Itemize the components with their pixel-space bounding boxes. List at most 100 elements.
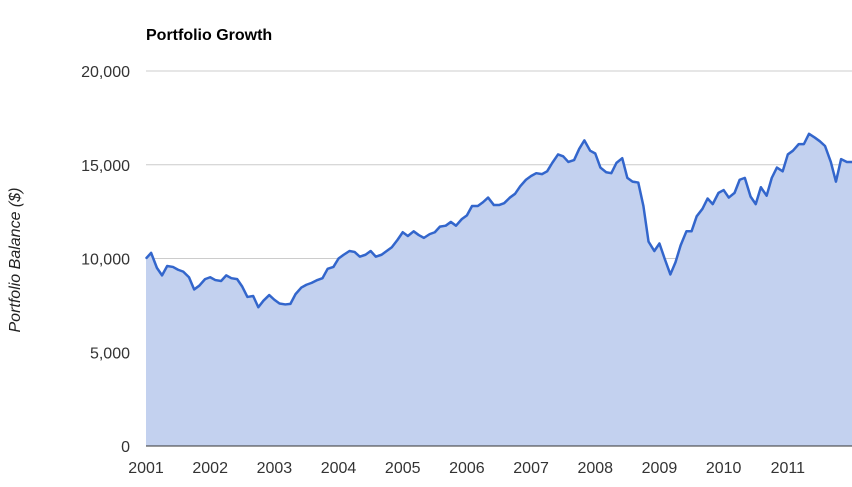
data-point xyxy=(594,152,596,155)
data-point xyxy=(519,185,521,187)
data-point xyxy=(413,230,415,232)
data-point xyxy=(268,294,270,296)
data-point xyxy=(204,278,206,280)
data-point xyxy=(198,285,200,287)
data-point xyxy=(407,235,409,237)
data-point xyxy=(503,202,505,204)
data-point xyxy=(172,266,174,268)
data-point xyxy=(418,234,420,236)
x-tick-label: 2003 xyxy=(257,460,293,477)
data-point xyxy=(429,233,431,235)
data-point xyxy=(327,268,329,270)
y-tick-label: 0 xyxy=(121,439,130,456)
data-point xyxy=(696,215,698,217)
x-tick-label: 2006 xyxy=(449,460,485,477)
data-point xyxy=(300,286,302,289)
data-point xyxy=(386,250,388,252)
data-point xyxy=(573,159,575,161)
data-point xyxy=(653,250,655,252)
data-point xyxy=(391,246,393,248)
data-point xyxy=(246,296,249,298)
data-point xyxy=(546,170,548,172)
data-point xyxy=(380,254,383,256)
data-point xyxy=(370,250,372,252)
data-point xyxy=(605,171,607,173)
data-point xyxy=(310,282,313,284)
data-point xyxy=(166,265,168,267)
data-point xyxy=(766,195,768,197)
data-point xyxy=(450,221,452,223)
data-point xyxy=(803,143,805,145)
data-point xyxy=(835,181,837,183)
data-point xyxy=(535,172,537,174)
data-point xyxy=(353,251,356,253)
data-point xyxy=(493,204,495,206)
data-point xyxy=(599,166,602,169)
data-point xyxy=(145,257,147,260)
data-point xyxy=(455,225,457,227)
data-point xyxy=(509,196,511,199)
data-point xyxy=(782,170,784,172)
data-point xyxy=(487,196,489,199)
data-point xyxy=(241,286,243,288)
data-point xyxy=(321,277,324,279)
data-point xyxy=(337,257,340,260)
data-point xyxy=(680,244,682,246)
data-point xyxy=(562,155,564,157)
data-point xyxy=(776,166,778,169)
data-point xyxy=(637,181,639,184)
data-point xyxy=(525,179,527,181)
data-point xyxy=(364,254,367,256)
data-point xyxy=(642,205,645,207)
data-point xyxy=(236,278,238,280)
data-point xyxy=(273,299,275,301)
data-point xyxy=(182,271,184,273)
x-tick-label: 2005 xyxy=(385,460,421,477)
y-axis-ticks: 0 5,000 10,000 15,000 20,000 xyxy=(81,64,130,456)
data-point xyxy=(723,189,725,191)
x-axis-ticks: 2001 2002 2003 2004 2005 2006 2007 2008 2009 2010… xyxy=(128,460,805,477)
x-tick-label: 2004 xyxy=(321,460,357,477)
data-point xyxy=(498,204,500,206)
y-tick-label: 10,000 xyxy=(81,252,130,269)
chart-title: Portfolio Growth xyxy=(146,27,272,44)
data-point xyxy=(589,150,591,152)
data-point xyxy=(674,261,677,263)
data-point xyxy=(289,303,292,305)
data-point xyxy=(798,143,800,145)
data-point xyxy=(685,230,688,232)
data-point xyxy=(461,218,463,220)
data-point xyxy=(760,186,762,188)
data-point xyxy=(706,197,709,200)
data-point xyxy=(567,161,569,163)
data-point xyxy=(663,257,666,260)
data-point xyxy=(278,302,281,305)
data-point xyxy=(471,205,473,207)
data-point xyxy=(177,269,179,271)
data-point xyxy=(717,192,720,194)
data-point xyxy=(230,277,232,279)
data-point xyxy=(514,193,516,195)
data-point xyxy=(343,254,345,256)
y-tick-label: 5,000 xyxy=(90,345,130,362)
data-point xyxy=(669,273,671,276)
data-point xyxy=(578,148,580,150)
data-point xyxy=(214,279,216,281)
data-point xyxy=(156,267,158,269)
data-point xyxy=(348,250,351,252)
data-point xyxy=(220,280,222,282)
x-tick-label: 2011 xyxy=(771,460,806,477)
data-point xyxy=(701,208,704,210)
data-point xyxy=(755,203,757,205)
data-point xyxy=(541,173,543,175)
plot-area xyxy=(145,132,852,447)
data-point xyxy=(161,274,163,276)
data-point xyxy=(792,150,794,152)
data-point xyxy=(332,266,335,268)
data-point xyxy=(739,179,741,181)
x-tick-label: 2007 xyxy=(513,460,549,477)
data-point xyxy=(305,284,308,286)
data-point xyxy=(482,201,484,203)
data-point xyxy=(150,252,152,254)
